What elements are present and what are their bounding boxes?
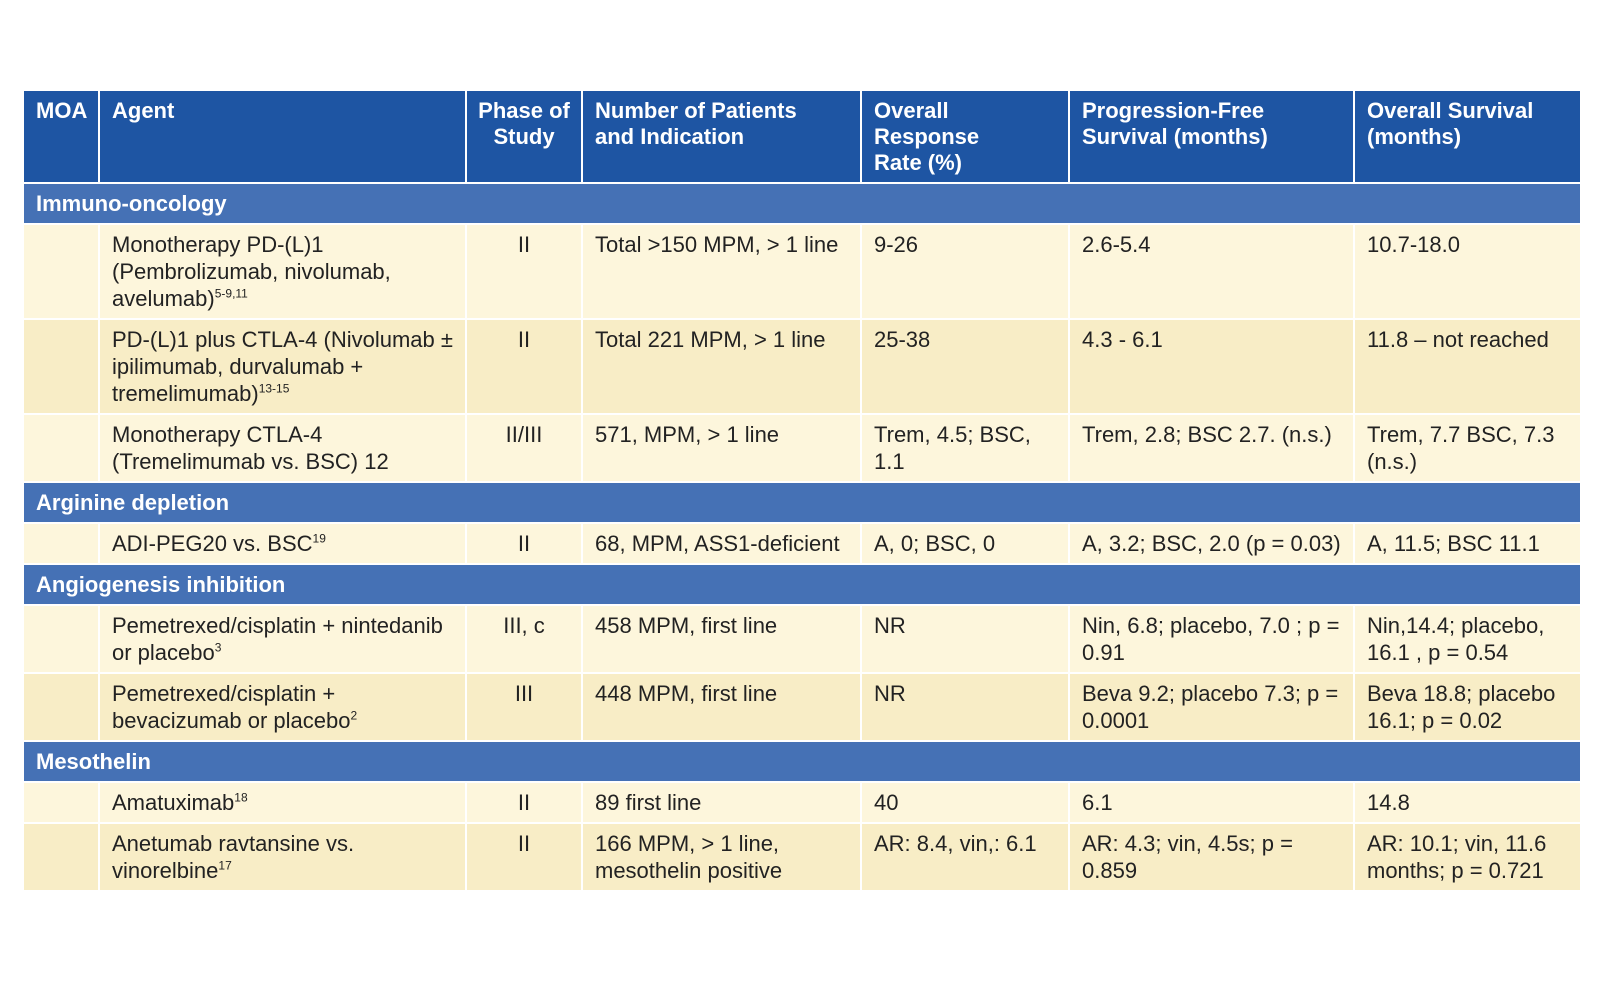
- table-row: ADI-PEG20 vs. BSC19 II 68, MPM, ASS1-defic…: [24, 522, 1580, 564]
- cell-patients: 166 MPM, > 1 line, mesothelin positive: [582, 822, 862, 890]
- cell-phase: III: [466, 672, 583, 741]
- header-agent: Agent: [99, 91, 467, 183]
- cell-pfs: Beva 9.2; placebo 7.3; p = 0.0001: [1069, 672, 1355, 741]
- cell-patients: 89 first line: [582, 781, 862, 823]
- cell-os: Beva 18.8; placebo 16.1; p = 0.02: [1354, 672, 1580, 741]
- section-row: Immuno-oncology: [24, 182, 1580, 224]
- cell-orr: Trem, 4.5; BSC, 1.1: [861, 413, 1070, 482]
- cell-agent: PD-(L)1 plus CTLA-4 (Nivolumab ± ipilimu…: [99, 318, 467, 414]
- cell-patients: 68, MPM, ASS1-deficient: [582, 522, 862, 564]
- cell-orr: NR: [861, 672, 1070, 741]
- cell-orr: NR: [861, 604, 1070, 673]
- cell-moa: [24, 223, 100, 319]
- cell-moa: [24, 318, 100, 414]
- section-title: Mesothelin: [24, 740, 1580, 782]
- cell-moa: [24, 522, 100, 564]
- agent-text: Anetumab ravtansine vs. vinorelbine: [112, 831, 355, 883]
- cell-agent: Amatuximab18: [99, 781, 467, 823]
- cell-os: 10.7-18.0: [1354, 223, 1580, 319]
- cell-pfs: Trem, 2.8; BSC 2.7. (n.s.): [1069, 413, 1355, 482]
- cell-agent: Monotherapy CTLA-4 (Tremelimumab vs. BSC…: [99, 413, 467, 482]
- section-row: Mesothelin: [24, 740, 1580, 782]
- table-row: PD-(L)1 plus CTLA-4 (Nivolumab ± ipilimu…: [24, 318, 1580, 414]
- reference-superscript: 18: [234, 790, 248, 805]
- header-patients: Number of Patients and Indication: [582, 91, 862, 183]
- cell-os: A, 11.5; BSC 11.1: [1354, 522, 1580, 564]
- cell-patients: 458 MPM, first line: [582, 604, 862, 673]
- cell-orr: 25-38: [861, 318, 1070, 414]
- reference-superscript: 5-9,11: [214, 286, 248, 301]
- reference-superscript: 2: [350, 708, 358, 723]
- header-row: MOA Agent Phase of Study Number of Patien…: [24, 91, 1580, 183]
- section-title: Angiogenesis inhibition: [24, 563, 1580, 605]
- cell-moa: [24, 672, 100, 741]
- agent-text: Amatuximab: [112, 790, 235, 815]
- cell-agent: Pemetrexed/cisplatin + bevacizumab or pl…: [99, 672, 467, 741]
- cell-phase: III, c: [466, 604, 583, 673]
- agent-text: ADI-PEG20 vs. BSC: [112, 531, 313, 556]
- reference-superscript: 13-15: [258, 381, 290, 396]
- cell-phase: II: [466, 822, 583, 890]
- cell-pfs: 4.3 - 6.1: [1069, 318, 1355, 414]
- cell-orr: A, 0; BSC, 0: [861, 522, 1070, 564]
- cell-pfs: 2.6-5.4: [1069, 223, 1355, 319]
- cell-phase: II/III: [466, 413, 583, 482]
- cell-patients: 448 MPM, first line: [582, 672, 862, 741]
- table-row: Anetumab ravtansine vs. vinorelbine17 II 1…: [24, 822, 1580, 890]
- cell-os: Trem, 7.7 BSC, 7.3 (n.s.): [1354, 413, 1580, 482]
- agent-text: PD-(L)1 plus CTLA-4 (Nivolumab ± ipilimu…: [112, 327, 453, 406]
- cell-agent: Anetumab ravtansine vs. vinorelbine17: [99, 822, 467, 890]
- reference-superscript: 19: [312, 531, 326, 546]
- table-header: MOA Agent Phase of Study Number of Patien…: [24, 91, 1580, 183]
- table-body: Immuno-oncology Monotherapy PD-(L)1 (Pemb…: [24, 182, 1580, 890]
- cell-patients: Total >150 MPM, > 1 line: [582, 223, 862, 319]
- header-moa: MOA: [24, 91, 100, 183]
- section-title: Arginine depletion: [24, 481, 1580, 523]
- cell-patients: Total 221 MPM, > 1 line: [582, 318, 862, 414]
- reference-superscript: 3: [214, 640, 222, 655]
- table-row: Amatuximab18 II 89 first line 40 6.1 14.8: [24, 781, 1580, 823]
- section-row: Arginine depletion: [24, 481, 1580, 523]
- reference-superscript: 17: [218, 858, 232, 873]
- cell-os: AR: 10.1; vin, 11.6 months; p = 0.721: [1354, 822, 1580, 890]
- cell-phase: II: [466, 318, 583, 414]
- header-orr: Overall Response Rate (%): [861, 91, 1070, 183]
- cell-phase: II: [466, 522, 583, 564]
- section-row: Angiogenesis inhibition: [24, 563, 1580, 605]
- table-row: Pemetrexed/cisplatin + nintedanib or pla…: [24, 604, 1580, 673]
- cell-agent: Monotherapy PD-(L)1 (Pembrolizumab, nivo…: [99, 223, 467, 319]
- header-phase: Phase of Study: [466, 91, 583, 183]
- cell-os: 11.8 – not reached: [1354, 318, 1580, 414]
- agent-text: Pemetrexed/cisplatin + nintedanib or pla…: [112, 613, 443, 665]
- agent-text: Monotherapy PD-(L)1 (Pembrolizumab, nivo…: [112, 232, 391, 311]
- clinical-trials-table: MOA Agent Phase of Study Number of Patien…: [24, 91, 1580, 890]
- cell-agent: Pemetrexed/cisplatin + nintedanib or pla…: [99, 604, 467, 673]
- cell-pfs: AR: 4.3; vin, 4.5s; p = 0.859: [1069, 822, 1355, 890]
- agent-text: Pemetrexed/cisplatin + bevacizumab or pl…: [112, 681, 351, 733]
- header-os: Overall Survival (months): [1354, 91, 1580, 183]
- table-row: Monotherapy CTLA-4 (Tremelimumab vs. BSC…: [24, 413, 1580, 482]
- cell-moa: [24, 781, 100, 823]
- cell-moa: [24, 822, 100, 890]
- cell-orr: 9-26: [861, 223, 1070, 319]
- cell-pfs: Nin, 6.8; placebo, 7.0 ; p = 0.91: [1069, 604, 1355, 673]
- cell-moa: [24, 604, 100, 673]
- cell-agent: ADI-PEG20 vs. BSC19: [99, 522, 467, 564]
- cell-pfs: A, 3.2; BSC, 2.0 (p = 0.03): [1069, 522, 1355, 564]
- cell-orr: 40: [861, 781, 1070, 823]
- cell-phase: II: [466, 781, 583, 823]
- cell-moa: [24, 413, 100, 482]
- table-row: Pemetrexed/cisplatin + bevacizumab or pl…: [24, 672, 1580, 741]
- cell-os: Nin,14.4; placebo, 16.1 , p = 0.54: [1354, 604, 1580, 673]
- cell-orr: AR: 8.4, vin,: 6.1: [861, 822, 1070, 890]
- header-pfs: Progression-Free Survival (months): [1069, 91, 1355, 183]
- cell-pfs: 6.1: [1069, 781, 1355, 823]
- cell-phase: II: [466, 223, 583, 319]
- cell-os: 14.8: [1354, 781, 1580, 823]
- section-title: Immuno-oncology: [24, 182, 1580, 224]
- cell-patients: 571, MPM, > 1 line: [582, 413, 862, 482]
- table-row: Monotherapy PD-(L)1 (Pembrolizumab, nivo…: [24, 223, 1580, 319]
- agent-text: Monotherapy CTLA-4 (Tremelimumab vs. BSC…: [112, 422, 389, 474]
